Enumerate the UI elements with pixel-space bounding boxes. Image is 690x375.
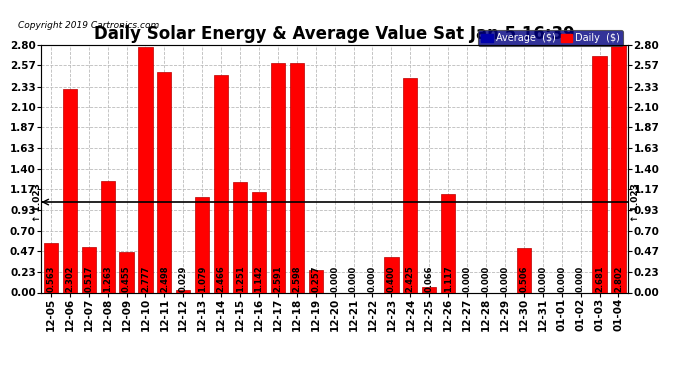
Bar <box>81 247 96 292</box>
Bar <box>270 63 285 292</box>
Text: 2.598: 2.598 <box>293 266 302 292</box>
Text: 1.079: 1.079 <box>198 266 207 292</box>
Bar <box>233 182 247 292</box>
Text: 0.000: 0.000 <box>330 266 339 292</box>
Title: Daily Solar Energy & Average Value Sat Jan 5 16:39: Daily Solar Energy & Average Value Sat J… <box>95 26 575 44</box>
Text: 2.498: 2.498 <box>160 266 169 292</box>
Bar <box>101 181 115 292</box>
Bar <box>139 47 152 292</box>
Text: 2.802: 2.802 <box>614 266 623 292</box>
Bar <box>403 78 417 292</box>
Bar <box>157 72 172 292</box>
Bar <box>63 89 77 292</box>
Text: 0.000: 0.000 <box>576 266 585 292</box>
Text: 0.000: 0.000 <box>462 266 471 292</box>
Text: 2.302: 2.302 <box>66 266 75 292</box>
Text: 0.257: 0.257 <box>311 266 320 292</box>
Bar <box>214 75 228 292</box>
Bar <box>308 270 323 292</box>
Bar <box>252 192 266 292</box>
Text: 0.400: 0.400 <box>387 266 396 292</box>
Text: 0.000: 0.000 <box>500 266 509 292</box>
Bar <box>441 194 455 292</box>
Text: 1.263: 1.263 <box>103 266 112 292</box>
Text: 0.000: 0.000 <box>482 266 491 292</box>
Text: 0.000: 0.000 <box>349 266 358 292</box>
Text: 0.000: 0.000 <box>538 266 547 292</box>
Bar <box>593 56 607 292</box>
Bar <box>119 252 134 292</box>
Bar <box>43 243 58 292</box>
Text: 2.777: 2.777 <box>141 266 150 292</box>
Text: 2.425: 2.425 <box>406 265 415 292</box>
Text: 0.563: 0.563 <box>46 266 55 292</box>
Text: 0.455: 0.455 <box>122 266 131 292</box>
Text: 0.066: 0.066 <box>425 266 434 292</box>
Legend: Average  ($), Daily  ($): Average ($), Daily ($) <box>478 30 623 46</box>
Text: 0.029: 0.029 <box>179 266 188 292</box>
Bar <box>517 248 531 292</box>
Text: 0.000: 0.000 <box>368 266 377 292</box>
Text: 2.681: 2.681 <box>595 266 604 292</box>
Bar <box>384 257 399 292</box>
Bar <box>422 286 436 292</box>
Text: 1.142: 1.142 <box>255 265 264 292</box>
Text: Copyright 2019 Cartronics.com: Copyright 2019 Cartronics.com <box>18 21 159 30</box>
Text: ↑ 1.023: ↑ 1.023 <box>33 183 42 222</box>
Text: ↑ 1.023: ↑ 1.023 <box>631 183 640 222</box>
Text: 0.000: 0.000 <box>558 266 566 292</box>
Bar <box>176 290 190 292</box>
Text: 2.591: 2.591 <box>273 266 282 292</box>
Bar <box>290 63 304 292</box>
Text: 0.517: 0.517 <box>84 266 93 292</box>
Text: 1.251: 1.251 <box>235 265 244 292</box>
Bar <box>611 45 626 292</box>
Text: 0.506: 0.506 <box>520 266 529 292</box>
Text: 1.117: 1.117 <box>444 266 453 292</box>
Text: 2.466: 2.466 <box>217 265 226 292</box>
Bar <box>195 197 209 292</box>
